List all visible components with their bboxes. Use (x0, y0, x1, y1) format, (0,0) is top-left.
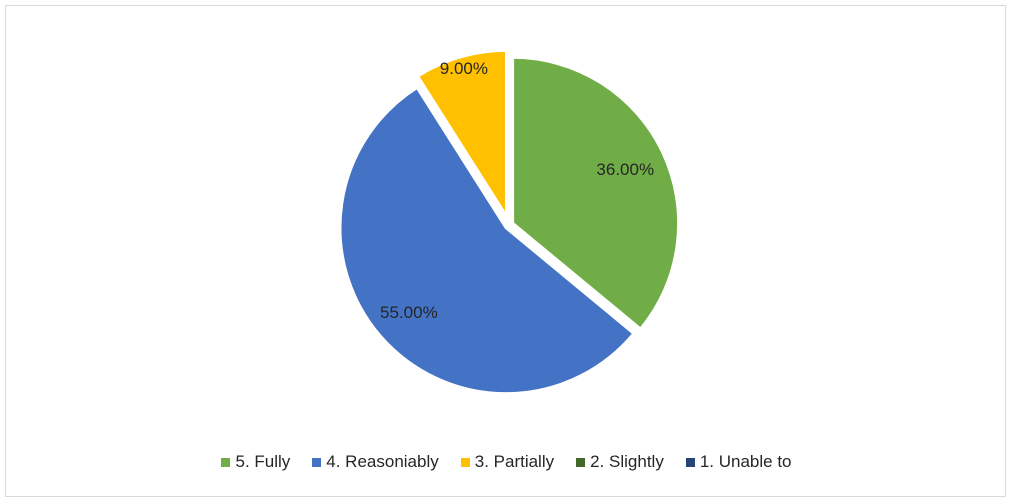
pie-slice-3 (415, 48, 508, 222)
data-label-1: 36.00% (596, 160, 654, 179)
legend-label-3: 3. Partially (474, 452, 555, 471)
chart-legend: 5. Fully 4. Reasoniably 3. Partially 2. Sli… (0, 452, 1013, 472)
legend-swatch-2 (312, 457, 322, 467)
legend-swatch-4 (576, 457, 586, 467)
legend-item-5: 1. Unable to (685, 452, 792, 472)
pie-slices (338, 48, 681, 396)
data-label-3: 9.00% (440, 59, 488, 78)
legend-label-5: 1. Unable to (699, 452, 792, 471)
legend-item-1: 5. Fully (221, 452, 290, 472)
legend-swatch-1 (221, 457, 231, 467)
pie-data-labels: 36.00% 55.00% 9.00% (380, 59, 654, 322)
pie-slice-2 (338, 85, 637, 396)
legend-swatch-3 (460, 457, 470, 467)
legend-item-3: 3. Partially (460, 452, 555, 472)
data-label-2: 55.00% (380, 303, 438, 322)
legend-label-1: 5. Fully (235, 452, 291, 471)
legend-label-2: 4. Reasoniably (326, 452, 439, 471)
pie-slice-1 (511, 55, 681, 332)
legend-item-4: 2. Slightly (576, 452, 664, 472)
legend-label-4: 2. Slightly (590, 452, 664, 471)
legend-item-2: 4. Reasoniably (312, 452, 439, 472)
legend-swatch-5 (685, 457, 695, 467)
